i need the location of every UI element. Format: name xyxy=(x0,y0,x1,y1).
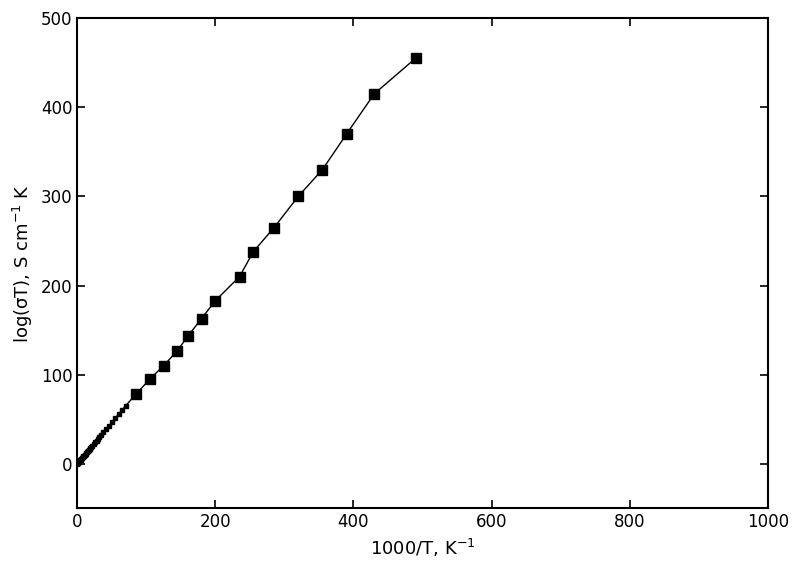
Y-axis label: log(σT), S cm$^{-1}$ K: log(σT), S cm$^{-1}$ K xyxy=(11,184,35,343)
X-axis label: 1000/T, K$^{-1}$: 1000/T, K$^{-1}$ xyxy=(370,537,475,559)
